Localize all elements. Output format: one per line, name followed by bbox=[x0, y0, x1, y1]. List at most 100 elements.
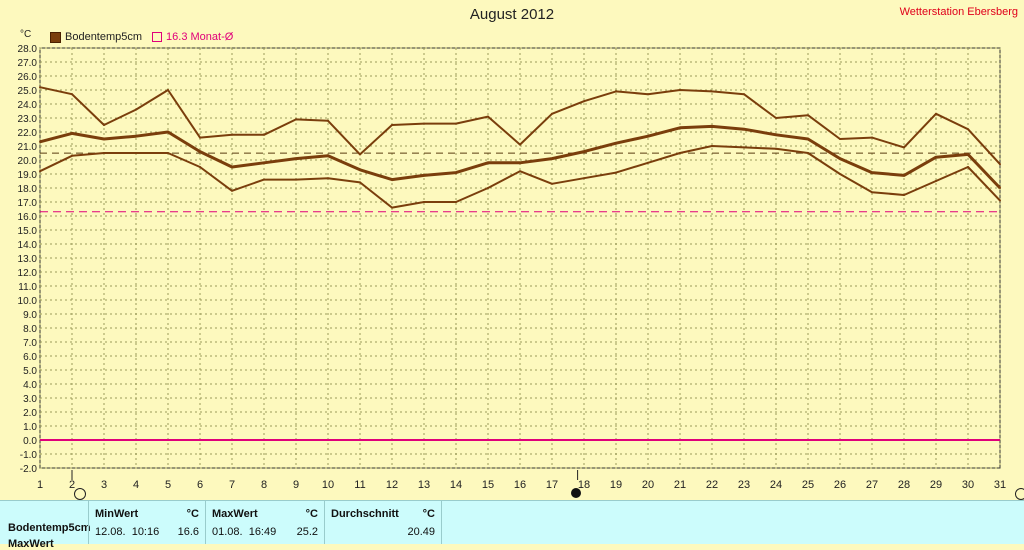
x-tick-label: 20 bbox=[642, 479, 654, 491]
data-point-min bbox=[711, 145, 713, 147]
data-point-min bbox=[391, 206, 393, 209]
data-point-min bbox=[71, 154, 73, 157]
data-point-mean bbox=[519, 161, 521, 164]
data-point-min bbox=[167, 152, 169, 154]
stats-row2-label: MaxWert bbox=[8, 538, 54, 550]
data-point-max bbox=[871, 136, 873, 139]
chart-title: August 2012 bbox=[469, 6, 555, 23]
data-point-mean bbox=[775, 133, 777, 136]
x-tick-label: 28 bbox=[898, 479, 910, 491]
y-tick-label: 24.0 bbox=[18, 100, 38, 111]
data-point-mean bbox=[679, 126, 681, 129]
y-tick-label: 14.0 bbox=[18, 240, 38, 251]
y-tick-label: -2.0 bbox=[20, 464, 38, 475]
data-point-max bbox=[135, 108, 137, 111]
x-tick-label: 22 bbox=[706, 479, 718, 491]
data-point-max bbox=[935, 112, 937, 115]
data-point-max bbox=[455, 122, 457, 125]
data-point-mean bbox=[903, 174, 905, 177]
data-point-min bbox=[487, 187, 489, 189]
x-tick-label: 23 bbox=[738, 479, 750, 491]
data-point-max bbox=[999, 163, 1001, 166]
scroll-marker-left[interactable] bbox=[74, 488, 86, 500]
data-point-mean bbox=[807, 138, 809, 140]
data-point-max bbox=[423, 122, 425, 125]
x-tick-label: 24 bbox=[770, 479, 782, 491]
data-point-mean bbox=[327, 154, 329, 157]
y-tick-label: 25.0 bbox=[18, 86, 38, 97]
data-point-mean bbox=[263, 161, 265, 164]
data-point-max bbox=[391, 124, 393, 126]
data-point-max bbox=[615, 90, 617, 93]
y-tick-label: 27.0 bbox=[18, 58, 38, 69]
stats-avg-header: Durchschnitt bbox=[331, 508, 399, 520]
data-point-max bbox=[199, 136, 201, 139]
data-point-min bbox=[39, 170, 41, 173]
data-point-min bbox=[327, 177, 329, 180]
data-point-min bbox=[359, 181, 361, 184]
stats-row-label: Bodentemp5cm bbox=[8, 522, 91, 534]
data-point-mean bbox=[551, 157, 553, 160]
y-tick-label: 9.0 bbox=[23, 310, 37, 321]
data-point-mean bbox=[743, 128, 745, 131]
data-point-min bbox=[103, 152, 105, 154]
stats-max-value: 25.2 bbox=[296, 526, 318, 538]
x-tick-label: 30 bbox=[962, 479, 974, 491]
x-tick-label: 17 bbox=[546, 479, 558, 491]
data-point-min bbox=[199, 166, 201, 168]
y-tick-label: 0.0 bbox=[23, 436, 37, 447]
data-point-min bbox=[679, 152, 681, 154]
data-point-max bbox=[167, 89, 169, 91]
y-tick-label: 22.0 bbox=[18, 128, 38, 139]
y-tick-label: 15.0 bbox=[18, 226, 38, 237]
data-point-mean bbox=[583, 150, 585, 153]
data-point-min bbox=[967, 166, 969, 168]
data-point-min bbox=[263, 178, 265, 181]
data-point-min bbox=[551, 182, 553, 185]
data-point-max bbox=[359, 153, 361, 156]
data-point-mean bbox=[391, 178, 393, 181]
y-tick-label: 3.0 bbox=[23, 394, 37, 405]
stats-avg-unit: °C bbox=[422, 508, 435, 520]
data-point-max bbox=[583, 100, 585, 103]
stats-min-date: 12.08. 10:16 bbox=[95, 526, 160, 538]
data-point-mean bbox=[359, 168, 361, 171]
data-point-min bbox=[775, 147, 777, 150]
legend-swatch-series bbox=[50, 31, 61, 43]
data-point-min bbox=[871, 191, 873, 194]
data-point-mean bbox=[135, 135, 137, 138]
data-point-min bbox=[647, 161, 649, 164]
y-tick-label: 12.0 bbox=[18, 268, 38, 279]
data-point-min bbox=[583, 177, 585, 180]
x-tick-label: 29 bbox=[930, 479, 942, 491]
data-point-min bbox=[999, 199, 1001, 202]
x-tick-label: 19 bbox=[610, 479, 622, 491]
x-tick-label: 4 bbox=[133, 479, 139, 491]
y-tick-label: 17.0 bbox=[18, 198, 38, 209]
stats-min-unit: °C bbox=[186, 508, 199, 520]
data-point-mean bbox=[231, 166, 233, 168]
chart-plot: -2.0 -1.0 0.0 1.0 2.0 3.0 4.0 5.0 6.0 7.0 8.0 9.0 10… bbox=[18, 44, 1007, 491]
data-point-mean bbox=[295, 157, 297, 160]
data-point-min bbox=[423, 201, 425, 203]
scroll-marker-center[interactable] bbox=[571, 488, 581, 498]
data-point-mean bbox=[199, 150, 201, 153]
data-point-max bbox=[679, 89, 681, 91]
x-tick-label: 18 bbox=[578, 479, 590, 491]
y-tick-label: 10.0 bbox=[18, 296, 38, 307]
x-tick-label: 31 bbox=[994, 479, 1006, 491]
y-tick-label: 19.0 bbox=[18, 170, 38, 181]
x-tick-label: 2 bbox=[69, 479, 75, 491]
data-point-min bbox=[807, 152, 809, 154]
y-tick-label: 13.0 bbox=[18, 254, 38, 265]
data-point-max bbox=[903, 146, 905, 149]
stats-avg-value: 20.49 bbox=[407, 526, 435, 538]
data-point-max bbox=[775, 117, 777, 119]
scroll-marker-right[interactable] bbox=[1015, 488, 1024, 500]
x-tick-label: 1 bbox=[37, 479, 43, 491]
station-name: Wetterstation Ebersberg bbox=[899, 6, 1018, 18]
y-tick-label: 11.0 bbox=[18, 282, 37, 293]
data-point-max bbox=[39, 86, 41, 89]
data-point-min bbox=[839, 173, 841, 175]
data-point-max bbox=[743, 93, 745, 96]
